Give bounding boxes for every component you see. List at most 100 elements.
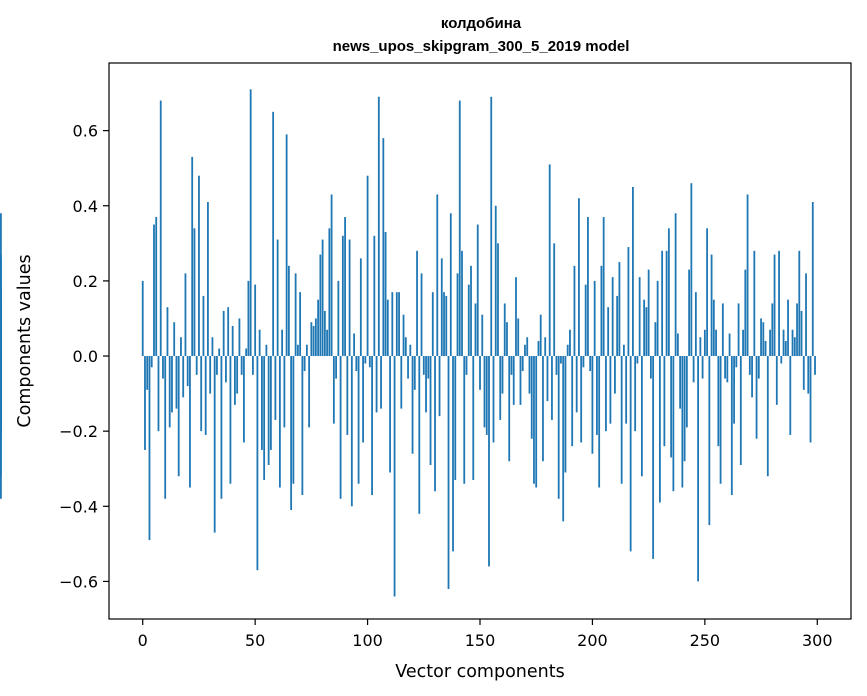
bar bbox=[168, 356, 171, 428]
bar bbox=[341, 235, 344, 357]
bar bbox=[330, 194, 333, 357]
bar bbox=[310, 322, 313, 357]
bar bbox=[645, 307, 648, 357]
bar bbox=[249, 89, 252, 357]
bar bbox=[452, 356, 454, 552]
bar bbox=[0, 356, 2, 409]
bar bbox=[171, 356, 173, 413]
bar bbox=[600, 265, 603, 357]
bar bbox=[350, 356, 353, 507]
bar bbox=[699, 337, 702, 357]
bar bbox=[661, 250, 664, 357]
x-tick-label: 150 bbox=[465, 631, 496, 650]
bar bbox=[422, 356, 425, 375]
y-tick-label: 0.6 bbox=[73, 122, 98, 141]
bar bbox=[681, 356, 684, 488]
bar bbox=[265, 344, 268, 357]
bar bbox=[674, 213, 677, 357]
bar bbox=[508, 356, 511, 462]
bar bbox=[811, 202, 814, 357]
bar bbox=[607, 307, 610, 357]
bar bbox=[220, 356, 223, 499]
bar bbox=[225, 356, 227, 383]
bar bbox=[492, 356, 495, 443]
bar bbox=[542, 356, 544, 462]
bar bbox=[407, 356, 409, 379]
bar bbox=[308, 356, 311, 428]
bar bbox=[429, 356, 432, 465]
bar bbox=[377, 96, 380, 357]
bar bbox=[366, 175, 369, 357]
bar bbox=[490, 96, 493, 357]
bar bbox=[227, 307, 230, 357]
bar bbox=[544, 337, 547, 357]
bar bbox=[292, 356, 295, 484]
bar bbox=[373, 235, 376, 357]
bar bbox=[708, 356, 711, 526]
bar bbox=[420, 273, 423, 357]
bar bbox=[742, 329, 744, 357]
bar bbox=[252, 356, 254, 375]
bar bbox=[593, 280, 596, 357]
bar bbox=[276, 239, 279, 357]
bar bbox=[753, 250, 756, 357]
bar bbox=[569, 329, 571, 357]
bar bbox=[236, 356, 239, 394]
bar bbox=[683, 356, 686, 462]
bar bbox=[780, 356, 783, 364]
bar bbox=[294, 273, 297, 357]
bar bbox=[404, 337, 407, 357]
bar bbox=[211, 337, 214, 357]
y-tick-label: −0.6 bbox=[59, 572, 98, 591]
bar bbox=[162, 356, 164, 379]
bar bbox=[719, 356, 722, 484]
bar bbox=[256, 356, 259, 571]
bar bbox=[314, 318, 317, 357]
x-tick-label: 200 bbox=[577, 631, 608, 650]
bar bbox=[679, 356, 682, 409]
bar bbox=[685, 356, 688, 428]
bar bbox=[153, 224, 155, 357]
bar bbox=[737, 303, 740, 357]
bar bbox=[519, 356, 522, 405]
bar bbox=[710, 254, 713, 357]
bar bbox=[627, 247, 630, 357]
bar bbox=[782, 329, 785, 357]
bar bbox=[587, 217, 589, 357]
bar bbox=[326, 329, 328, 357]
x-tick-label: 0 bbox=[138, 631, 148, 650]
bar bbox=[730, 356, 733, 496]
bar bbox=[456, 273, 459, 357]
bar bbox=[620, 356, 623, 484]
bar bbox=[175, 356, 178, 409]
bar bbox=[672, 356, 675, 492]
bar bbox=[427, 356, 430, 379]
bar bbox=[503, 303, 506, 357]
bar bbox=[526, 337, 529, 357]
bar bbox=[555, 356, 558, 375]
y-axis-label: Components values bbox=[15, 254, 35, 427]
bar bbox=[470, 265, 472, 357]
bar bbox=[234, 356, 236, 405]
bar bbox=[571, 356, 574, 447]
bar bbox=[425, 356, 427, 413]
bar bbox=[629, 356, 632, 552]
bar bbox=[416, 250, 418, 357]
bar bbox=[605, 356, 607, 432]
bar bbox=[598, 356, 601, 488]
x-tick-label: 250 bbox=[690, 631, 721, 650]
bar bbox=[764, 341, 767, 357]
bar bbox=[146, 356, 149, 390]
bar bbox=[512, 356, 515, 405]
bar bbox=[386, 299, 389, 357]
bar bbox=[375, 356, 378, 413]
bar bbox=[418, 356, 421, 514]
bar bbox=[715, 329, 717, 357]
chart-subtitle: news_upos_skipgram_300_5_2019 model bbox=[333, 38, 630, 55]
bar bbox=[692, 356, 695, 383]
bar bbox=[243, 356, 245, 443]
bar bbox=[814, 356, 816, 375]
bar bbox=[706, 228, 708, 357]
bar bbox=[634, 356, 637, 432]
bar bbox=[479, 356, 481, 390]
